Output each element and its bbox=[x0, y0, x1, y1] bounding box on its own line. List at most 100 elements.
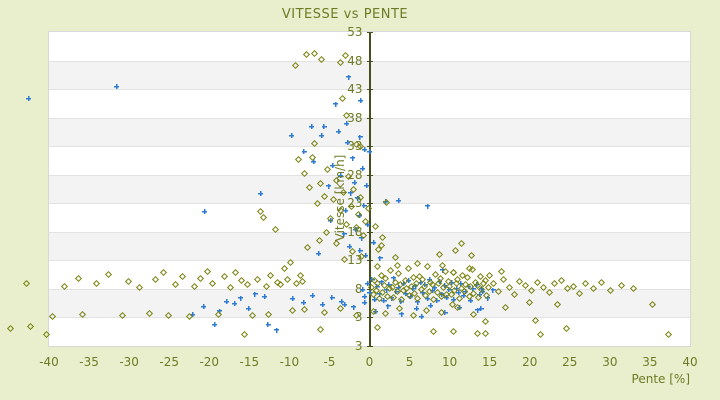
data-point-plus bbox=[424, 296, 430, 302]
data-point-plus bbox=[424, 203, 430, 209]
data-point-plus bbox=[429, 288, 435, 294]
data-point-plus bbox=[369, 276, 375, 282]
data-point-plus bbox=[344, 121, 350, 127]
x-tick-label: 20 bbox=[522, 355, 538, 369]
data-point-plus bbox=[360, 287, 366, 293]
data-point-plus bbox=[301, 149, 307, 155]
data-point-plus bbox=[344, 139, 350, 145]
y-tick-label: 33 bbox=[347, 139, 363, 154]
data-point-plus bbox=[478, 305, 484, 311]
data-point-plus bbox=[405, 278, 411, 284]
data-point-plus bbox=[346, 74, 352, 80]
chart-title: VITESSE vs PENTE bbox=[281, 7, 409, 22]
data-point-diamond bbox=[22, 279, 30, 287]
data-point-plus bbox=[372, 309, 378, 315]
data-point-plus bbox=[437, 279, 442, 285]
data-point-plus bbox=[202, 209, 208, 215]
x-tick-label: -25 bbox=[159, 355, 179, 369]
data-point-plus bbox=[343, 208, 349, 214]
data-point-plus bbox=[410, 286, 416, 292]
data-point-plus bbox=[449, 280, 455, 286]
x-tick-label: -20 bbox=[199, 355, 220, 369]
y-tick-label: 3 bbox=[354, 310, 363, 325]
data-point-plus bbox=[463, 288, 469, 294]
data-point-plus bbox=[319, 132, 325, 138]
x-tick-label: 10 bbox=[441, 355, 458, 369]
x-axis-title: Pente [%] bbox=[631, 372, 690, 386]
data-point-diamond bbox=[26, 323, 34, 331]
data-point-plus bbox=[422, 281, 428, 287]
y-axis-tick bbox=[366, 260, 373, 262]
data-point-plus bbox=[364, 221, 370, 227]
y-axis-tick bbox=[366, 288, 373, 290]
x-tick-label: 25 bbox=[562, 355, 578, 369]
data-point-plus bbox=[328, 217, 334, 223]
data-point-plus bbox=[386, 282, 392, 288]
data-point-plus bbox=[413, 306, 419, 312]
x-tick-label: 15 bbox=[482, 355, 498, 369]
data-point-plus bbox=[374, 284, 380, 290]
y-tick-label: 28 bbox=[347, 167, 363, 182]
y-axis-tick bbox=[366, 203, 373, 205]
data-point-plus bbox=[434, 298, 440, 304]
x-tick-label: -35 bbox=[79, 355, 99, 369]
data-point-plus bbox=[393, 289, 399, 295]
x-tick-label: -10 bbox=[279, 355, 300, 369]
data-point-plus bbox=[465, 284, 471, 290]
data-point-plus bbox=[114, 83, 120, 89]
x-tick-label: -15 bbox=[239, 355, 260, 369]
data-point-plus bbox=[391, 275, 397, 281]
y-axis-tick bbox=[366, 117, 373, 119]
data-point-plus bbox=[265, 322, 271, 328]
data-point-plus bbox=[400, 281, 406, 287]
data-point-plus bbox=[380, 298, 386, 304]
x-tick-label: 5 bbox=[405, 355, 414, 369]
y-axis-tick bbox=[366, 32, 373, 33]
data-point-plus bbox=[477, 292, 483, 298]
data-point-plus bbox=[479, 285, 485, 291]
data-point-plus bbox=[316, 251, 322, 257]
x-tick-label: -5 bbox=[323, 355, 336, 369]
y-axis-tick bbox=[366, 60, 373, 62]
data-point-plus bbox=[439, 291, 445, 297]
data-point-plus bbox=[362, 294, 368, 300]
data-point-plus bbox=[359, 235, 365, 241]
data-point-plus bbox=[364, 183, 370, 189]
data-point-plus bbox=[347, 244, 353, 250]
data-point-plus bbox=[367, 290, 373, 296]
data-point-plus bbox=[246, 306, 252, 312]
data-point-plus bbox=[356, 212, 362, 218]
data-point-plus bbox=[396, 197, 402, 203]
y-axis-tick bbox=[366, 231, 373, 233]
data-point-plus bbox=[470, 286, 476, 292]
data-point-plus bbox=[25, 95, 31, 101]
data-point-plus bbox=[457, 305, 463, 311]
data-point-plus bbox=[440, 267, 446, 273]
data-point-plus bbox=[223, 299, 229, 305]
data-point-plus bbox=[238, 295, 244, 301]
data-point-plus bbox=[348, 190, 354, 196]
data-point-plus bbox=[358, 98, 364, 104]
data-point-plus bbox=[420, 289, 426, 295]
data-point-plus bbox=[361, 203, 367, 209]
data-point-plus bbox=[231, 300, 237, 306]
data-point-plus bbox=[339, 299, 345, 305]
data-point-plus bbox=[442, 309, 448, 315]
data-point-plus bbox=[384, 287, 390, 293]
data-point-plus bbox=[427, 277, 433, 283]
data-point-plus bbox=[441, 283, 447, 289]
data-point-plus bbox=[362, 300, 368, 306]
data-point-plus bbox=[398, 299, 404, 305]
data-point-plus bbox=[190, 312, 196, 318]
data-point-plus bbox=[288, 132, 294, 138]
data-point-plus bbox=[408, 293, 414, 299]
data-point-plus bbox=[352, 180, 358, 186]
data-point-plus bbox=[475, 307, 481, 313]
data-point-plus bbox=[377, 255, 383, 261]
data-point-plus bbox=[336, 129, 342, 135]
y-tick-label: 8 bbox=[354, 281, 363, 296]
x-tick-label: -40 bbox=[39, 355, 59, 369]
data-point-plus bbox=[217, 308, 223, 314]
y-axis-title: Vitesse [km/h] bbox=[332, 154, 347, 242]
